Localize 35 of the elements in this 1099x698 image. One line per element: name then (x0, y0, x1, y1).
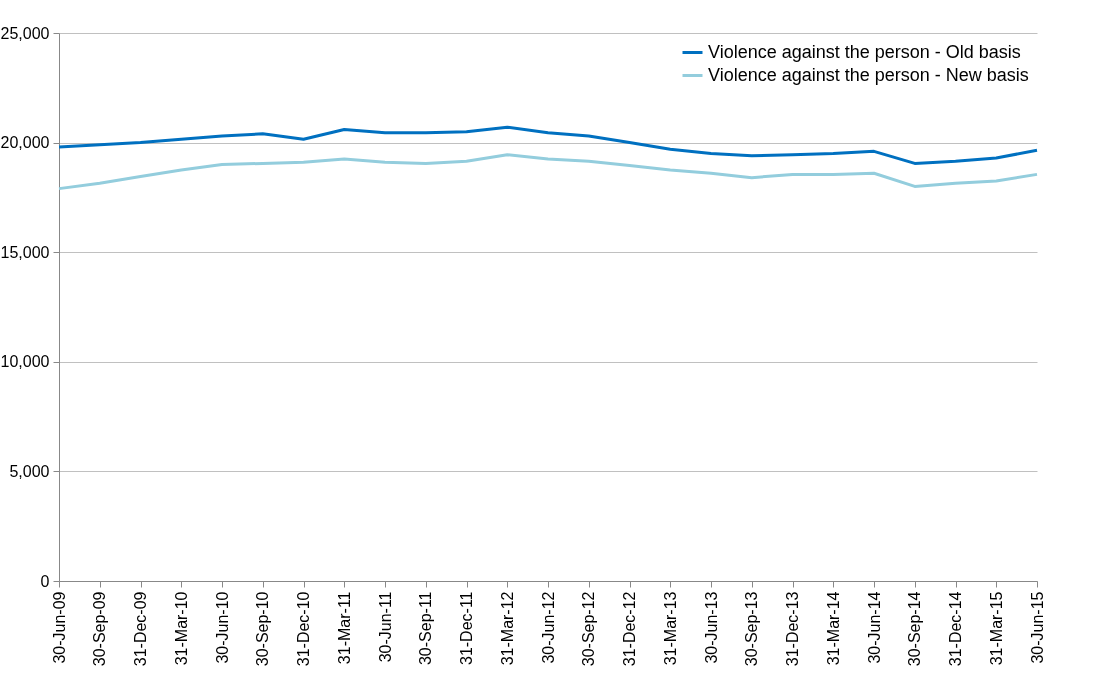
x-tick-label: 31-Mar-11 (335, 591, 353, 665)
x-tick-label: 30-Jun-14 (865, 591, 883, 664)
y-tick-label: 20,000 (0, 134, 50, 152)
x-tick-label: 30-Jun-10 (213, 591, 231, 664)
legend-label: Violence against the person - Old basis (708, 41, 1021, 62)
x-tick-label: 30-Sep-13 (743, 591, 761, 667)
line-series (57, 153, 1039, 191)
y-tick-label: 0 (40, 572, 50, 590)
y-tick-label: 25,000 (0, 24, 50, 42)
line-series (57, 125, 1039, 165)
x-tick-label: 31-Mar-12 (498, 591, 516, 666)
x-tick-label: 30-Jun-12 (539, 591, 557, 664)
x-tick-label: 30-Jun-09 (50, 591, 68, 664)
x-tick-label: 31-Dec-12 (621, 591, 638, 667)
x-tick-label: 30-Sep-11 (417, 591, 435, 666)
x-tick-label: 30-Sep-14 (906, 591, 924, 667)
x-tick-label: 31-Mar-14 (824, 591, 842, 666)
x-tick-label: 31-Dec-11 (458, 591, 475, 666)
x-tick-label: 31-Dec-10 (295, 591, 312, 667)
x-tick-label: 31-Mar-15 (987, 591, 1005, 666)
x-tick-label: 31-Mar-13 (661, 591, 679, 666)
x-tick-label: 30-Jun-15 (1028, 591, 1046, 664)
x-tick-label: 30-Sep-12 (580, 591, 598, 667)
y-tick-label: 15,000 (0, 243, 50, 261)
x-tick-label: 31-Dec-13 (784, 591, 801, 667)
y-tick-label: 10,000 (0, 353, 50, 371)
x-tick-label: 30-Sep-09 (91, 591, 109, 667)
x-tick-label: 30-Jun-11 (376, 591, 394, 663)
x-tick-label: 30-Jun-13 (702, 591, 720, 664)
x-tick-label: 31-Mar-10 (172, 591, 190, 666)
y-tick-label: 5,000 (9, 462, 50, 480)
x-tick-label: 31-Dec-09 (132, 591, 149, 667)
x-tick-label: 30-Sep-10 (254, 591, 272, 667)
legend-label: Violence against the person - New basis (708, 64, 1029, 85)
x-tick-label: 31-Dec-14 (947, 591, 964, 667)
